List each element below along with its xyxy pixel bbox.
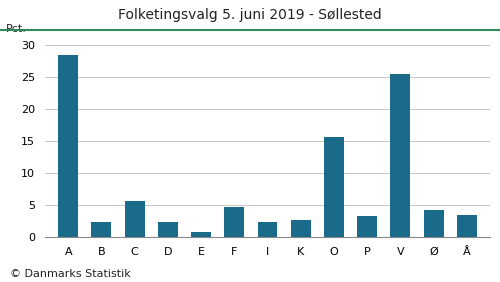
Bar: [191, 232, 211, 237]
Bar: [224, 208, 244, 237]
Bar: [158, 222, 178, 237]
Bar: [258, 222, 278, 237]
Bar: [58, 55, 78, 237]
Bar: [424, 210, 444, 237]
Text: © Danmarks Statistik: © Danmarks Statistik: [10, 269, 131, 279]
Bar: [290, 220, 310, 237]
Bar: [124, 201, 144, 237]
Text: Pct.: Pct.: [6, 24, 27, 34]
Bar: [457, 215, 476, 237]
Bar: [390, 74, 410, 237]
Bar: [324, 137, 344, 237]
Bar: [357, 216, 377, 237]
Text: Folketingsvalg 5. juni 2019 - Søllested: Folketingsvalg 5. juni 2019 - Søllested: [118, 8, 382, 23]
Bar: [92, 222, 112, 237]
